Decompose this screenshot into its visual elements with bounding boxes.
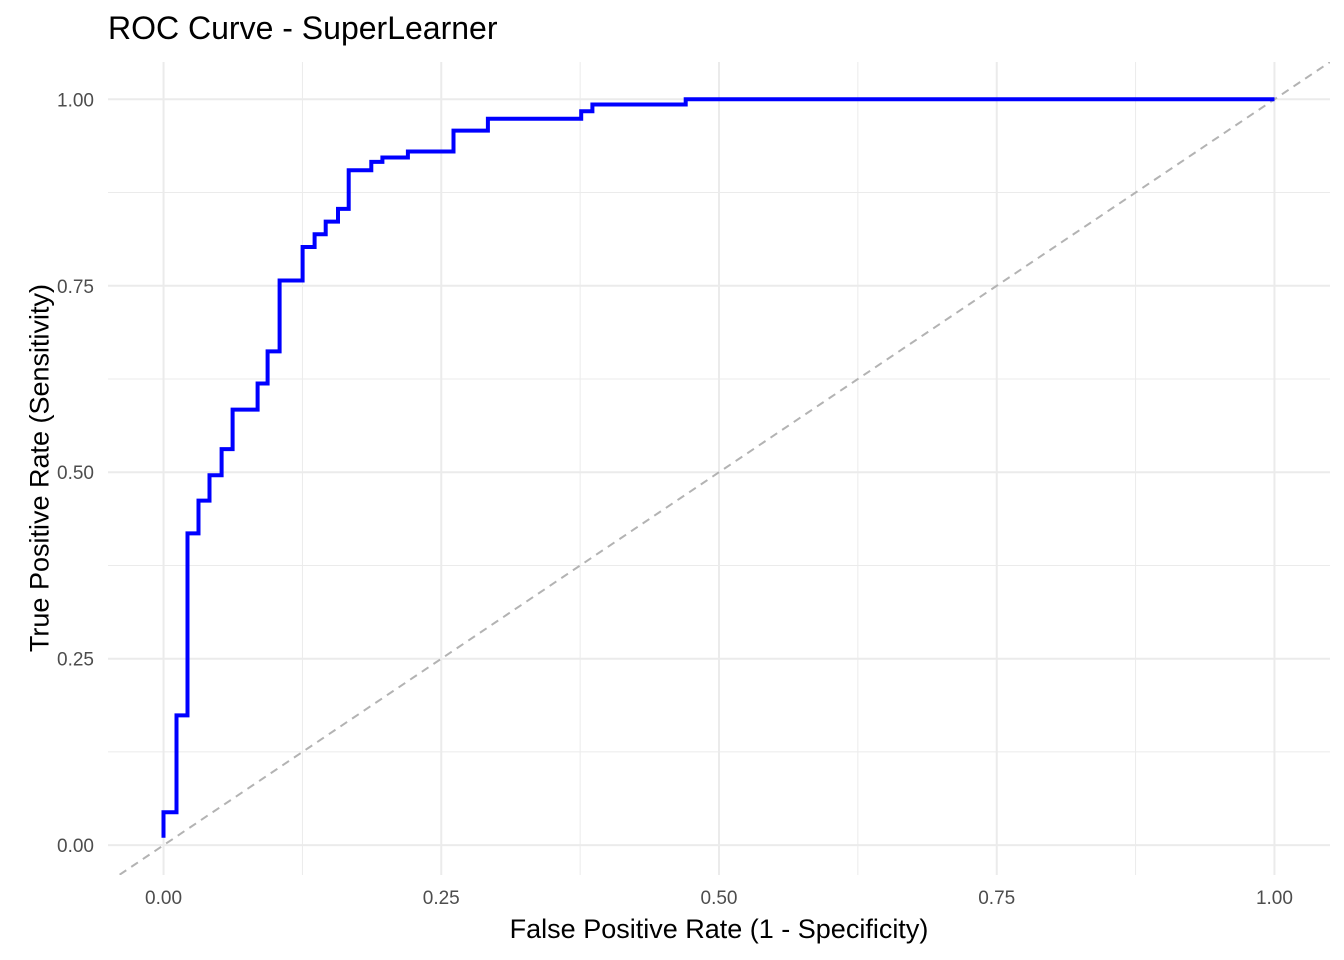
roc-curve-line bbox=[161, 97, 1275, 838]
x-tick-label: 1.00 bbox=[1256, 888, 1293, 909]
y-tick-label: 0.50 bbox=[57, 463, 94, 484]
x-axis-label: False Positive Rate (1 - Specificity) bbox=[509, 914, 929, 944]
x-tick-label: 0.50 bbox=[701, 888, 738, 909]
x-tick-label: 0.25 bbox=[423, 888, 460, 909]
y-tick-label: 0.00 bbox=[57, 836, 94, 857]
chart-title: ROC Curve - SuperLearner bbox=[108, 10, 498, 46]
y-tick-label: 0.75 bbox=[57, 277, 94, 298]
y-tick-label: 0.25 bbox=[57, 650, 94, 671]
y-axis-label: True Positive Rate (Sensitivity) bbox=[24, 283, 55, 653]
reference-diagonal-line bbox=[117, 62, 1330, 875]
x-tick-label: 0.75 bbox=[978, 888, 1015, 909]
x-tick-label: 0.00 bbox=[145, 888, 182, 909]
y-tick-label: 1.00 bbox=[57, 90, 94, 111]
